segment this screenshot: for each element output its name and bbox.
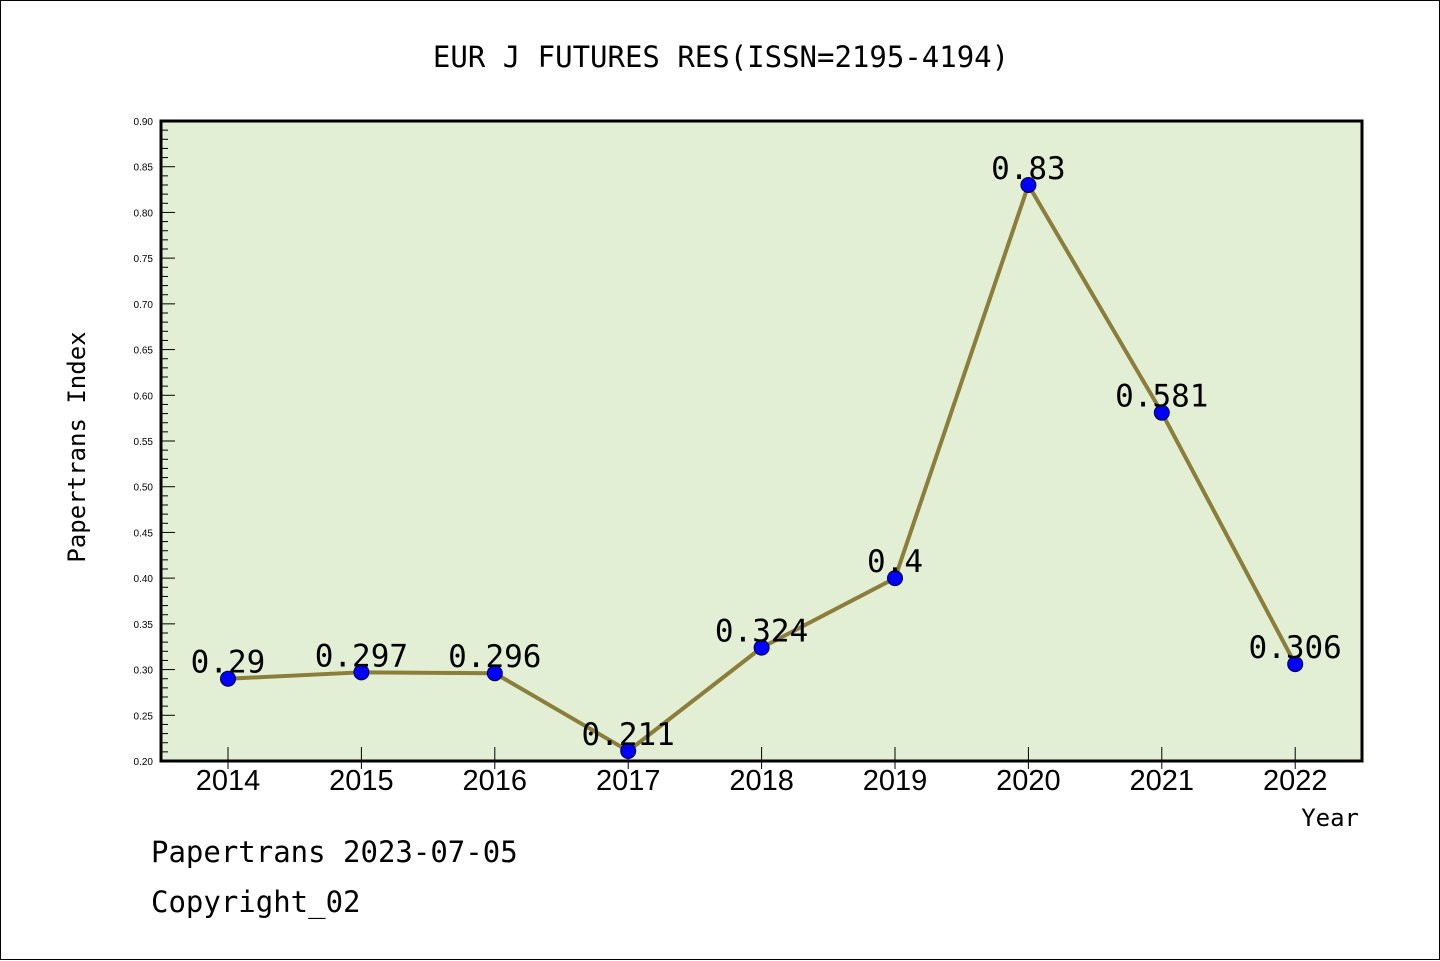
data-point bbox=[486, 665, 503, 682]
plot-border bbox=[159, 119, 1364, 763]
x-tick-label: 2019 bbox=[863, 765, 928, 797]
data-label: 0.29 bbox=[191, 645, 266, 681]
data-label: 0.296 bbox=[448, 639, 541, 675]
data-label: 0.4 bbox=[867, 544, 923, 580]
y-tick-label: 0.80 bbox=[134, 208, 154, 219]
data-point bbox=[1287, 656, 1304, 673]
y-axis: 0.20 0.25 0.30 0.35 0.40 0.45 0.50 0.55 0.60 0.65… bbox=[134, 117, 175, 768]
y-tick-label: 0.65 bbox=[134, 346, 154, 357]
footer-date: Papertrans 2023-07-05 bbox=[151, 835, 518, 869]
x-tick-label: 2018 bbox=[729, 765, 794, 797]
y-tick-label: 0.90 bbox=[134, 117, 154, 128]
y-axis-label: Papertrans Index bbox=[63, 331, 91, 562]
y-tick-label: 0.35 bbox=[134, 620, 154, 631]
x-tick-label: 2017 bbox=[596, 765, 661, 797]
x-tick-label: 2016 bbox=[463, 765, 528, 797]
y-tick-label: 0.60 bbox=[134, 391, 154, 402]
data-label: 0.581 bbox=[1115, 379, 1208, 415]
chart-title: EUR J FUTURES RES(ISSN=2195-4194) bbox=[433, 40, 1009, 74]
data-point bbox=[620, 742, 637, 759]
data-point bbox=[887, 570, 903, 587]
y-tick-label: 0.45 bbox=[134, 528, 154, 539]
y-tick-label: 0.50 bbox=[134, 483, 154, 494]
x-tick-label: 2022 bbox=[1263, 765, 1328, 797]
x-axis-label: Year bbox=[1301, 804, 1359, 832]
data-point bbox=[1020, 177, 1037, 193]
y-tick-label: 0.55 bbox=[134, 437, 154, 448]
x-axis: 2014 2015 2016 2017 2018 2019 2020 2021 2022 bbox=[196, 747, 1328, 797]
data-label: 0.83 bbox=[991, 151, 1066, 187]
data-point bbox=[220, 670, 236, 687]
data-point bbox=[1153, 404, 1170, 421]
y-tick-label: 0.20 bbox=[134, 757, 154, 768]
x-tick-label: 2021 bbox=[1130, 765, 1195, 797]
y-tick-label: 0.25 bbox=[134, 711, 154, 722]
data-label: 0.211 bbox=[582, 717, 675, 753]
x-tick-label: 2014 bbox=[196, 765, 261, 797]
data-labels: 0.29 0.297 0.296 0.211 0.324 0.4 0.83 0.581 0.30… bbox=[191, 151, 1342, 753]
x-tick-label: 2020 bbox=[996, 765, 1061, 797]
x-tick-label: 2015 bbox=[329, 765, 394, 797]
footer-copyright: Copyright_02 bbox=[151, 885, 361, 919]
y-tick-label: 0.85 bbox=[134, 163, 154, 174]
y-tick-label: 0.30 bbox=[134, 666, 154, 677]
data-label: 0.306 bbox=[1249, 630, 1342, 666]
data-points bbox=[220, 177, 1304, 759]
y-tick-label: 0.40 bbox=[134, 574, 154, 585]
data-point bbox=[753, 639, 770, 656]
y-tick-label: 0.70 bbox=[134, 300, 154, 311]
y-tick-label: 0.75 bbox=[134, 254, 154, 265]
data-label: 0.297 bbox=[315, 638, 408, 674]
data-label: 0.324 bbox=[715, 614, 808, 650]
data-point bbox=[353, 664, 370, 681]
